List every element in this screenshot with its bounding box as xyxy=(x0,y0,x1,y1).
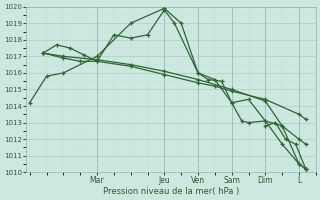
X-axis label: Pression niveau de la mer( hPa ): Pression niveau de la mer( hPa ) xyxy=(103,187,239,196)
